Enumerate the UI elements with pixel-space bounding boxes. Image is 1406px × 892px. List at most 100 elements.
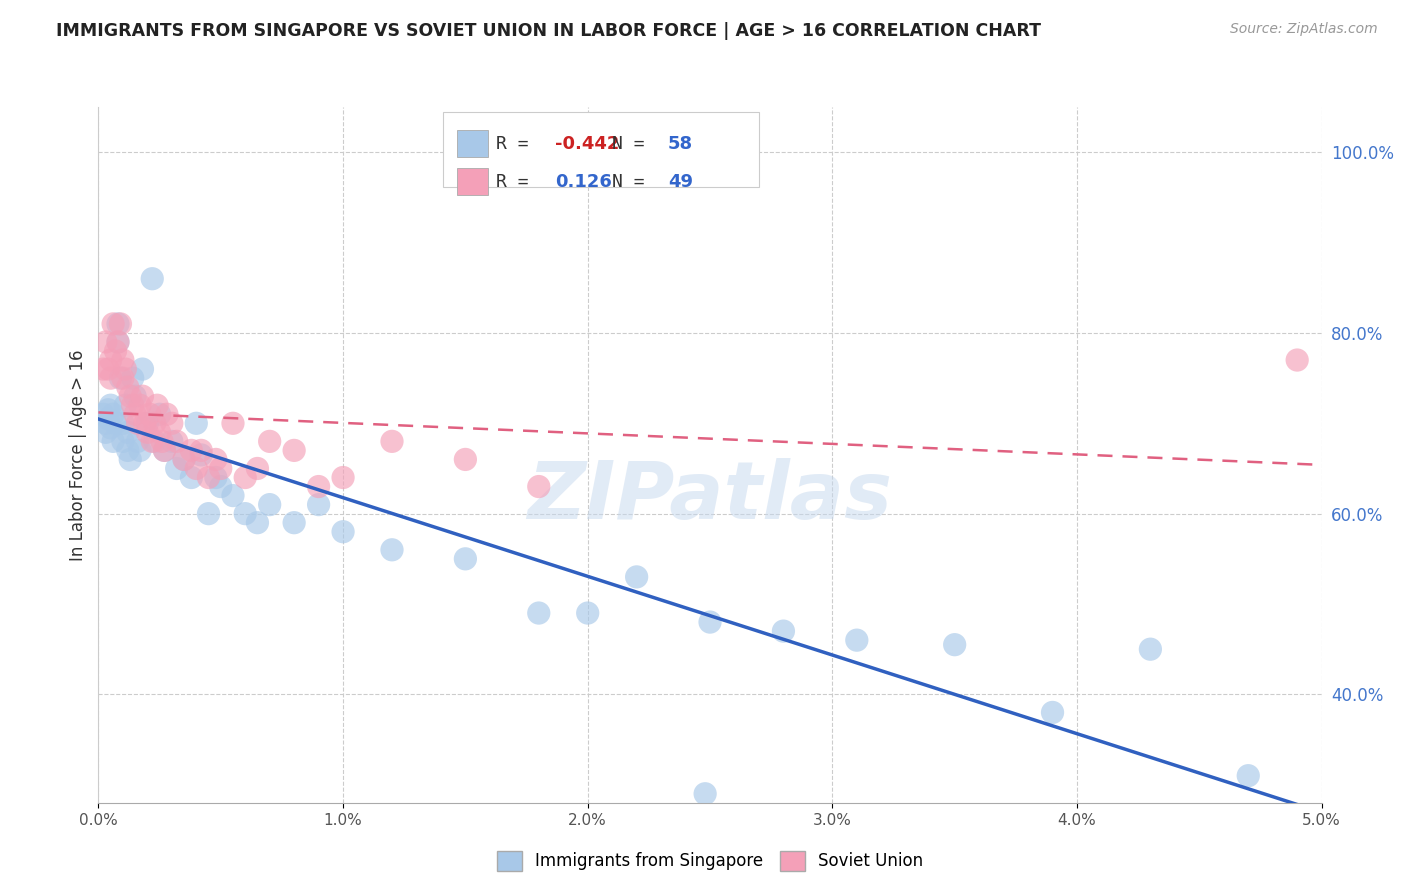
- Point: [332, 524, 354, 539]
- Point: [156, 407, 179, 421]
- Point: [97, 402, 120, 417]
- Point: [246, 461, 269, 475]
- Point: [576, 606, 599, 620]
- Point: [111, 417, 134, 431]
- Point: [527, 606, 550, 620]
- Point: [209, 461, 232, 475]
- Text: N =: N =: [612, 173, 655, 191]
- Point: [100, 371, 122, 385]
- Point: [283, 443, 305, 458]
- Point: [173, 452, 195, 467]
- Point: [205, 452, 228, 467]
- Point: [107, 317, 129, 331]
- Point: [146, 398, 169, 412]
- Point: [197, 507, 219, 521]
- Text: ZIPatlas: ZIPatlas: [527, 458, 893, 536]
- Point: [186, 417, 208, 431]
- Point: [120, 452, 142, 467]
- Point: [111, 353, 134, 368]
- Point: [101, 434, 124, 449]
- Point: [308, 498, 330, 512]
- Point: [166, 434, 188, 449]
- Point: [259, 434, 281, 449]
- Point: [94, 417, 117, 431]
- Point: [117, 425, 139, 440]
- Point: [111, 434, 134, 449]
- Point: [136, 425, 159, 440]
- Point: [454, 452, 477, 467]
- Point: [699, 615, 721, 629]
- Point: [143, 417, 166, 431]
- Text: -0.442: -0.442: [555, 135, 620, 153]
- Point: [107, 334, 129, 349]
- Point: [149, 407, 172, 421]
- Point: [166, 461, 188, 475]
- Point: [381, 542, 404, 557]
- Legend: Immigrants from Singapore, Soviet Union: Immigrants from Singapore, Soviet Union: [496, 851, 924, 871]
- Point: [114, 398, 136, 412]
- Point: [91, 407, 114, 421]
- Point: [127, 434, 149, 449]
- Point: [129, 398, 152, 412]
- Point: [141, 434, 163, 449]
- Point: [222, 489, 245, 503]
- Point: [173, 452, 195, 467]
- Text: R =: R =: [496, 135, 540, 153]
- Point: [381, 434, 404, 449]
- Point: [97, 362, 120, 376]
- Point: [259, 498, 281, 512]
- Point: [845, 633, 868, 648]
- Point: [141, 271, 163, 285]
- Text: 0.126: 0.126: [555, 173, 612, 191]
- Point: [153, 443, 176, 458]
- Point: [127, 417, 149, 431]
- Point: [104, 417, 127, 431]
- Point: [107, 334, 129, 349]
- Point: [308, 479, 330, 493]
- Point: [100, 421, 122, 435]
- Point: [527, 479, 550, 493]
- Point: [117, 380, 139, 394]
- Point: [233, 507, 256, 521]
- Point: [205, 470, 228, 484]
- Point: [131, 362, 153, 376]
- Text: Source: ZipAtlas.com: Source: ZipAtlas.com: [1230, 22, 1378, 37]
- Point: [160, 417, 183, 431]
- Point: [110, 371, 132, 385]
- Point: [150, 434, 173, 449]
- Point: [283, 516, 305, 530]
- Point: [1139, 642, 1161, 657]
- Point: [190, 443, 212, 458]
- Point: [180, 443, 202, 458]
- Point: [233, 470, 256, 484]
- Point: [160, 434, 183, 449]
- Text: 49: 49: [668, 173, 693, 191]
- Point: [111, 371, 134, 385]
- Point: [772, 624, 794, 639]
- Point: [121, 371, 143, 385]
- Point: [110, 317, 132, 331]
- Point: [124, 407, 146, 421]
- Point: [1286, 353, 1309, 368]
- Point: [94, 334, 117, 349]
- Point: [1237, 769, 1260, 783]
- Text: N =: N =: [612, 135, 655, 153]
- Point: [101, 407, 124, 421]
- Text: IMMIGRANTS FROM SINGAPORE VS SOVIET UNION IN LABOR FORCE | AGE > 16 CORRELATION : IMMIGRANTS FROM SINGAPORE VS SOVIET UNIO…: [56, 22, 1042, 40]
- Point: [136, 417, 159, 431]
- Point: [209, 479, 232, 493]
- Text: R =: R =: [496, 173, 561, 191]
- Point: [186, 461, 208, 475]
- Point: [100, 398, 122, 412]
- Point: [695, 787, 717, 801]
- Point: [143, 434, 166, 449]
- Point: [332, 470, 354, 484]
- Point: [153, 443, 176, 458]
- Y-axis label: In Labor Force | Age > 16: In Labor Force | Age > 16: [69, 349, 87, 561]
- Point: [139, 407, 162, 421]
- Point: [626, 570, 648, 584]
- Point: [101, 317, 124, 331]
- Point: [91, 362, 114, 376]
- Point: [246, 516, 269, 530]
- Point: [149, 425, 172, 440]
